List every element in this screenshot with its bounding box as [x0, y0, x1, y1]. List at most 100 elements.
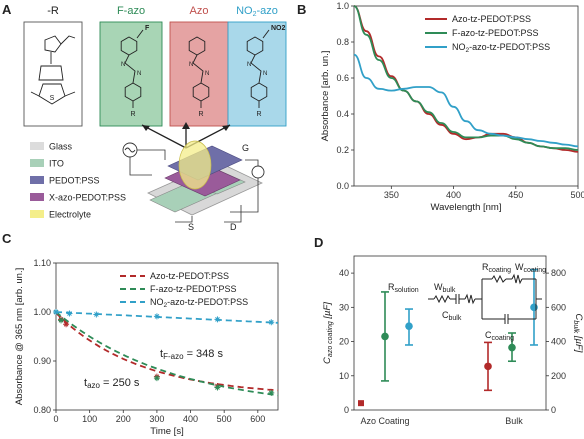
legend-swatch [30, 210, 44, 218]
legend-entry: NO2-azo-tz-PEDOT:PSS [150, 297, 248, 309]
legend-label: Electrolyte [49, 210, 91, 220]
category-label: Azo Coating [360, 416, 409, 426]
panel-letter-a: A [2, 2, 12, 17]
layer-legend: Glass ITO PEDOT:PSS X-azo-PEDOT:PSS Electrol… [30, 142, 126, 220]
substituent-label: NO2 [271, 25, 286, 32]
data-point [153, 375, 160, 382]
w-coating-label: Wcoating [515, 262, 546, 274]
molecule-box-1 [23, 21, 83, 127]
data-point [530, 303, 538, 312]
legend-label: ITO [49, 159, 64, 169]
x-tick-label: 500 [217, 414, 232, 424]
triazole-ring-icon [44, 35, 62, 53]
panel-letter-d: D [314, 235, 323, 250]
series-line-2 [353, 5, 579, 151]
molecule-header-2: F-azo [117, 5, 145, 17]
data-point [381, 332, 389, 341]
legend-entry: NO2-azo-tz-PEDOT:PSS [452, 42, 550, 54]
equivalent-circuit [428, 273, 542, 324]
x-axis-label: Time [s] [150, 426, 183, 437]
device-illustration: G S D [122, 140, 265, 232]
ammeter-icon [251, 165, 265, 179]
svg-text:N: N [263, 71, 267, 77]
x-tick-label: 500 [570, 190, 584, 200]
svg-text:N: N [205, 71, 209, 77]
x-tick-label: 450 [508, 190, 523, 200]
substituent-label: F [145, 25, 150, 32]
svg-text:N: N [137, 71, 141, 77]
molecule-header-1: -R [47, 5, 59, 17]
electrolyte-drop [178, 140, 212, 190]
y-tick-label: 0 [344, 405, 349, 415]
data-point [405, 322, 413, 330]
data-point [358, 400, 364, 407]
x-tick-label: 100 [82, 414, 97, 424]
x-axis-label: Wavelength [nm] [431, 202, 502, 213]
x-tick-label: 400 [183, 414, 198, 424]
y-tick-label: 0.6 [336, 73, 349, 83]
kinetics-chart: 0 100 200 300 400 500 600 0.80 0.90 1.00 1.10 Time … [14, 258, 279, 437]
svg-text:S: S [50, 95, 55, 102]
panel-b: B 350 400 450 500 0.0 0.2 0.4 0.6 0.8 1.0 Waveleng… [297, 1, 584, 213]
data-point [63, 321, 70, 328]
data-point [508, 343, 516, 352]
svg-text:N: N [247, 62, 251, 68]
y-tick-label: 0.2 [336, 145, 349, 155]
r-solution-label: Rsolution [388, 282, 419, 294]
x-tick-label: 200 [116, 414, 131, 424]
data-point [484, 362, 492, 371]
molecule-header-4: NO2-azo [236, 5, 278, 18]
legend-label: X-azo-PEDOT:PSS [49, 193, 126, 203]
y-right-axis-label: Cbulk [µF] [572, 314, 584, 353]
y-tick-label: 1.10 [33, 258, 51, 268]
y-right-tick-label: 800 [551, 268, 566, 278]
thiophene-ring-icon [38, 83, 66, 105]
y-axis-label: Absorbance [arb. un.] [320, 51, 331, 142]
y-tick-label: 1.00 [33, 307, 51, 317]
x-tick-label: 0 [53, 414, 58, 424]
data-point [153, 313, 160, 320]
r-group-label: R [198, 111, 203, 118]
y-axis-label: Absorbance @ 365 nm [arb. un.] [14, 268, 25, 405]
legend-label: PEDOT:PSS [49, 176, 100, 186]
x-tick-label: 400 [446, 190, 461, 200]
absorbance-spectrum-chart: 350 400 450 500 0.0 0.2 0.4 0.6 0.8 1.0 Wavelength… [320, 1, 584, 213]
r-group-label: R [130, 111, 135, 118]
panel-a: A -R S F-azo N N R F Azo N N R NO2-azo N N R NO2 Glass I… [2, 2, 287, 232]
r-group-label: R [256, 111, 261, 118]
molecule-boxes: -R S F-azo N N R F Azo N N R NO2-azo N N R NO2 [23, 5, 287, 127]
c-coating-label: Ccoating [485, 330, 514, 342]
category-label: Bulk [505, 416, 523, 426]
x-tick-label: 300 [149, 414, 164, 424]
plot-frame [353, 255, 547, 411]
y-right-tick-label: 600 [551, 302, 566, 312]
y-tick-label: 10 [339, 371, 349, 381]
y-right-tick-label: 0 [551, 405, 556, 415]
arrow-heads [142, 122, 230, 131]
y-tick-label: 0.80 [33, 405, 51, 415]
panel-letter-b: B [297, 2, 306, 17]
legend-entry: Azo-tz-PEDOT:PSS [452, 14, 531, 24]
fit-line-3 [55, 311, 279, 324]
data-point [268, 389, 275, 396]
legend-swatch [30, 176, 44, 184]
w-bulk-label: Wbulk [434, 282, 456, 294]
panel-c: C 0 100 200 300 400 500 600 0.80 0.90 1.00 1.10 Tim… [2, 231, 279, 437]
source-label: S [188, 222, 194, 232]
legend-entry: F-azo-tz-PEDOT:PSS [150, 284, 237, 294]
data-point [66, 310, 73, 317]
plot-frame [353, 5, 579, 187]
y-axis-label: Cazo coating [µF] [322, 302, 334, 364]
data-point [214, 384, 221, 391]
y-tick-label: 0.0 [336, 181, 349, 191]
y-tick-label: 1.0 [336, 1, 349, 11]
x-tick-label: 350 [384, 190, 399, 200]
r-coating-label: Rcoating [482, 262, 511, 274]
data-point [93, 311, 100, 318]
y-right-tick-label: 400 [551, 337, 566, 347]
panel-letter-c: C [2, 231, 12, 246]
svg-text:N: N [121, 62, 125, 68]
